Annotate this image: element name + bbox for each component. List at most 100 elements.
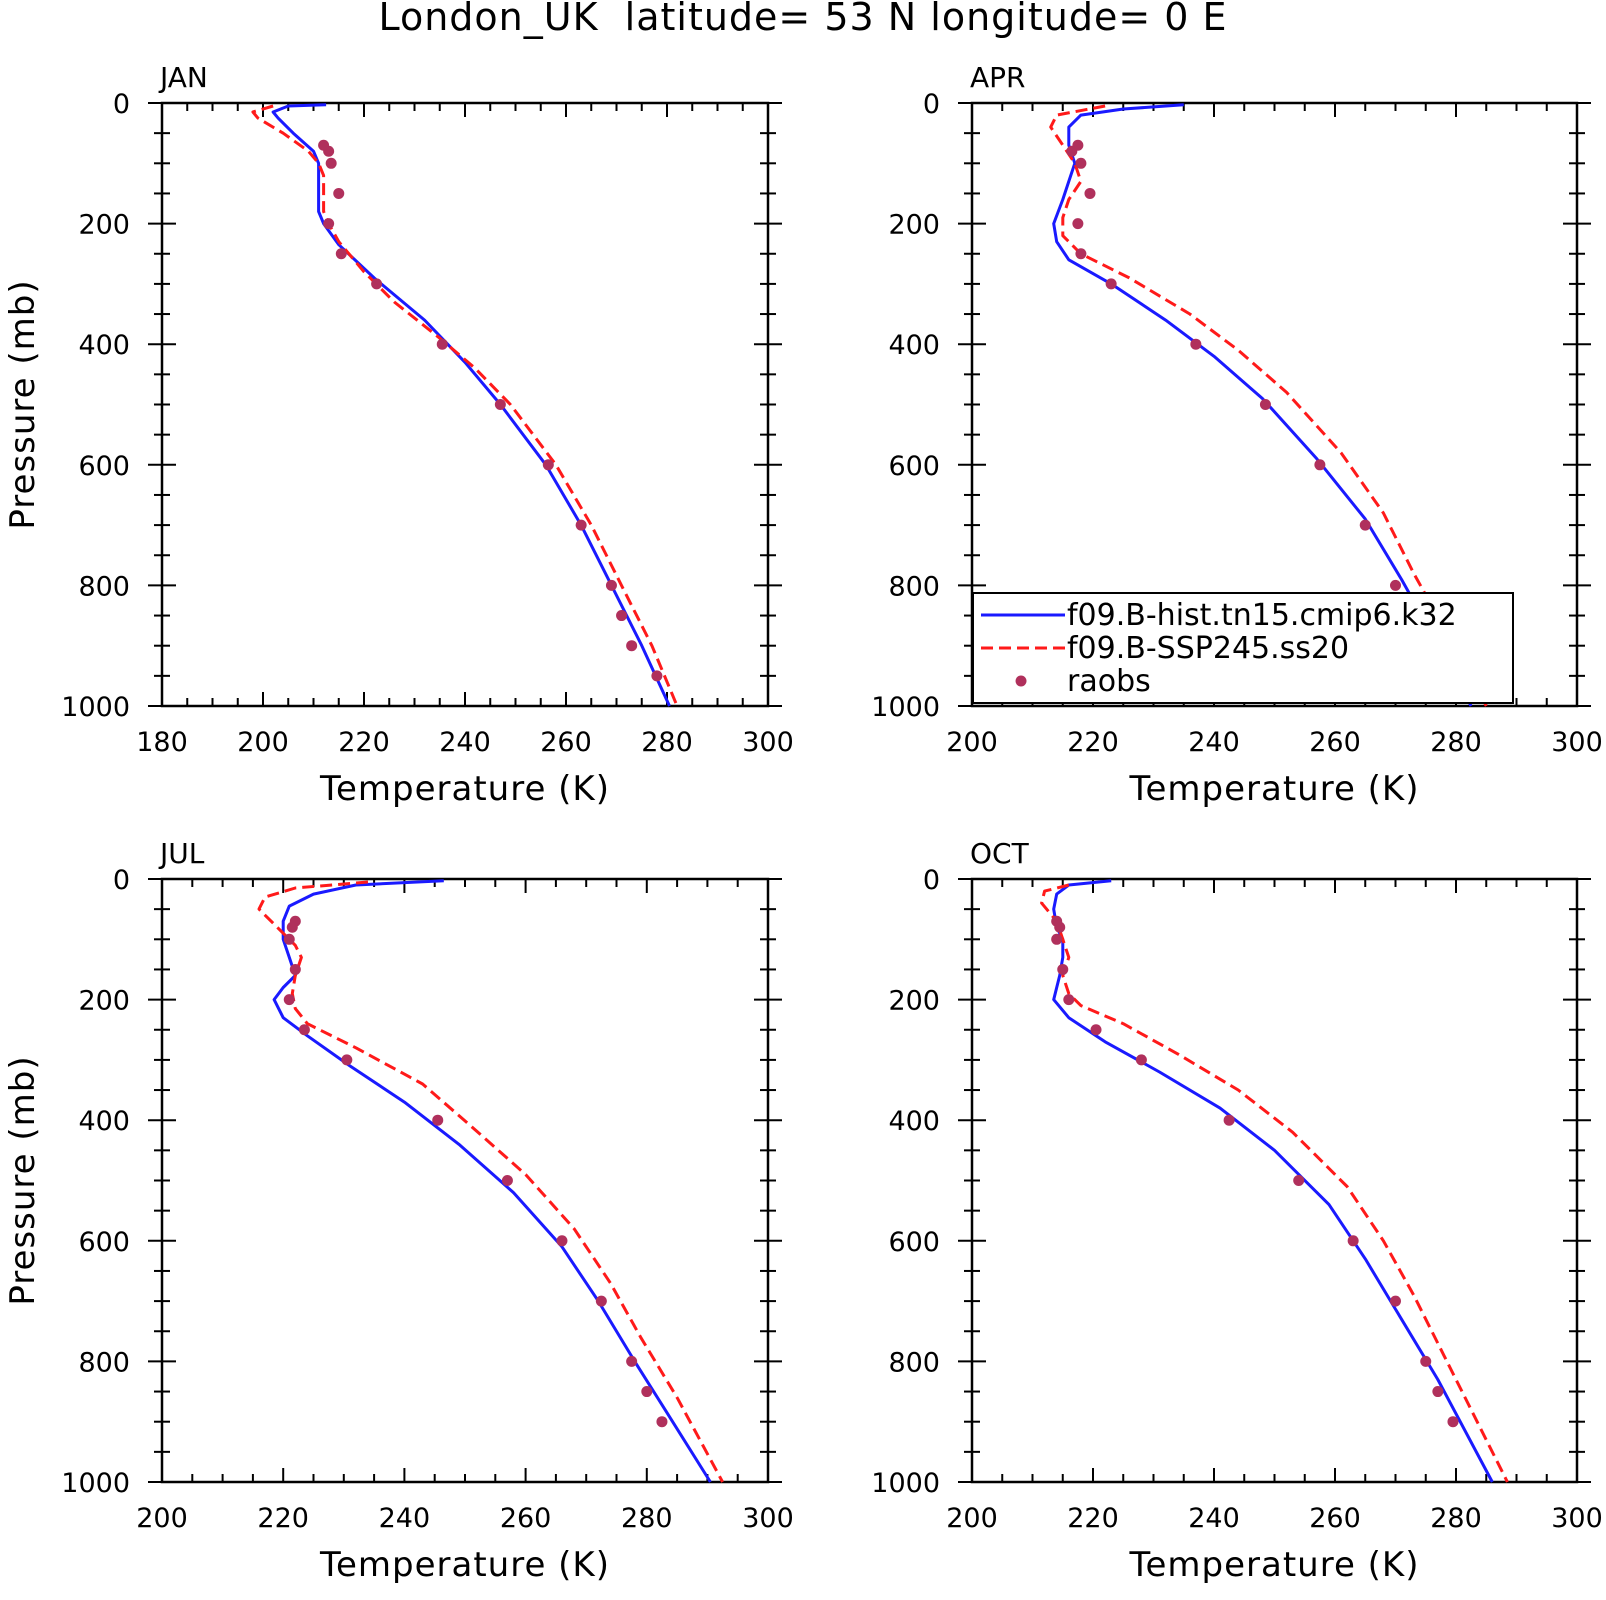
raobs-point	[616, 610, 628, 622]
y-tick-label: 200	[888, 986, 940, 1017]
x-tick-label: 280	[641, 727, 693, 758]
raobs-point	[1314, 459, 1326, 471]
y-axis-title: Pressure (mb)	[3, 279, 43, 529]
panel-label: OCT	[970, 837, 1030, 870]
raobs-point	[1390, 1295, 1401, 1307]
raobs-point	[1359, 519, 1371, 531]
raobs-point	[626, 640, 638, 652]
raobs-point	[432, 1114, 444, 1126]
raobs-point	[1075, 248, 1087, 260]
y-tick-label: 0	[113, 865, 130, 896]
y-axis-title: Pressure (mb)	[3, 1055, 43, 1305]
raobs-point	[1347, 1235, 1359, 1247]
y-tick-label: 800	[888, 1347, 940, 1378]
x-tick-label: 240	[1188, 727, 1240, 758]
hist-line	[272, 879, 712, 1483]
x-tick-label: 300	[1551, 1503, 1603, 1534]
legend-marker-raobs	[1015, 675, 1027, 687]
y-tick-label: 400	[888, 1106, 940, 1137]
y-tick-label: 0	[113, 89, 130, 120]
x-tick-label: 300	[742, 727, 794, 758]
y-tick-label: 600	[78, 451, 130, 482]
panel-apr: APR 200 220 240 260 280 300 0 200 400 600 800 1000 Te…	[871, 61, 1602, 809]
raobs-point	[323, 145, 335, 157]
y-tick-label: 800	[78, 571, 130, 602]
hist-line	[271, 103, 671, 707]
raobs-point	[1432, 1386, 1444, 1398]
legend: f09.B-hist.tn15.cmip6.k32f09.B-SSP245.ss…	[972, 592, 1514, 704]
ssp245-line	[251, 104, 679, 707]
raobs-point	[651, 670, 663, 682]
y-tick-label: 0	[923, 89, 940, 120]
raobs-point	[1051, 933, 1063, 945]
panel-jan: JAN 180 200 220 240 260 280 300 0 200 400 600 800 100…	[3, 61, 794, 809]
raobs-point	[1063, 994, 1075, 1006]
x-tick-label: 220	[257, 1503, 309, 1534]
x-tick-label: 260	[1309, 727, 1361, 758]
x-tick-label: 240	[379, 1503, 431, 1534]
x-tick-label: 240	[439, 727, 491, 758]
raobs-point	[556, 1235, 568, 1247]
raobs-point	[1420, 1355, 1432, 1367]
x-axis-title: Temperature (K)	[319, 1545, 610, 1585]
plot-frame	[160, 101, 770, 708]
raobs-point	[341, 1054, 353, 1066]
x-axis-title: Temperature (K)	[319, 769, 610, 809]
raobs-point	[1075, 157, 1087, 169]
x-tick-label: 220	[338, 727, 390, 758]
x-tick-label: 200	[946, 1503, 998, 1534]
legend-label: f09.B-hist.tn15.cmip6.k32	[1067, 598, 1457, 633]
raobs-point	[1105, 278, 1117, 290]
x-tick-label: 260	[540, 727, 592, 758]
raobs-point	[1057, 963, 1069, 975]
panel-label: JAN	[158, 61, 208, 94]
raobs-point	[289, 963, 301, 975]
raobs-point	[298, 1024, 310, 1036]
raobs-point	[1223, 1114, 1235, 1126]
x-tick-label: 240	[1188, 1503, 1240, 1534]
x-tick-label: 200	[237, 727, 289, 758]
raobs-point	[1390, 579, 1401, 591]
y-tick-label: 400	[78, 1106, 130, 1137]
raobs-point	[1054, 921, 1066, 933]
raobs-point	[641, 1386, 653, 1398]
raobs-point	[1190, 338, 1202, 350]
panel-jul: JUL 200 220 240 260 280 300 0 200 400 600 800 1000 Te…	[3, 837, 794, 1585]
x-tick-label: 280	[621, 1503, 673, 1534]
y-tick-label: 600	[888, 1227, 940, 1258]
x-tick-label: 200	[136, 1503, 188, 1534]
raobs-point	[283, 933, 295, 945]
y-tick-label: 400	[888, 330, 940, 361]
y-tick-label: 200	[78, 986, 130, 1017]
x-tick-label: 300	[1551, 727, 1603, 758]
raobs-point	[1135, 1054, 1147, 1066]
y-tick-label: 1000	[871, 692, 940, 723]
legend-label: raobs	[1067, 664, 1151, 699]
y-tick-label: 600	[888, 451, 940, 482]
hist-line	[1052, 879, 1494, 1483]
raobs-point	[283, 994, 295, 1006]
x-tick-label: 220	[1067, 727, 1119, 758]
raobs-point	[656, 1416, 668, 1428]
raobs-point	[333, 187, 345, 199]
y-tick-label: 0	[923, 865, 940, 896]
raobs-point	[575, 519, 587, 531]
raobs-point	[323, 218, 335, 230]
x-tick-label: 300	[742, 1503, 794, 1534]
raobs-point	[626, 1355, 638, 1367]
raobs-point	[501, 1175, 513, 1186]
y-tick-label: 1000	[871, 1468, 940, 1499]
y-tick-label: 200	[888, 210, 940, 241]
raobs-point	[1066, 145, 1078, 157]
raobs-point	[371, 278, 383, 290]
panel-label: JUL	[158, 837, 205, 870]
y-tick-label: 600	[78, 1227, 130, 1258]
raobs-point	[605, 579, 617, 591]
y-tick-label: 1000	[61, 1468, 130, 1499]
raobs-point	[286, 921, 298, 933]
raobs-point	[1293, 1175, 1305, 1186]
panel-oct: OCT 200 220 240 260 280 300 0 200 400 600 800 1000 Te…	[871, 837, 1602, 1585]
x-tick-label: 200	[946, 727, 998, 758]
raobs-point	[325, 157, 337, 169]
x-tick-label: 180	[136, 727, 188, 758]
